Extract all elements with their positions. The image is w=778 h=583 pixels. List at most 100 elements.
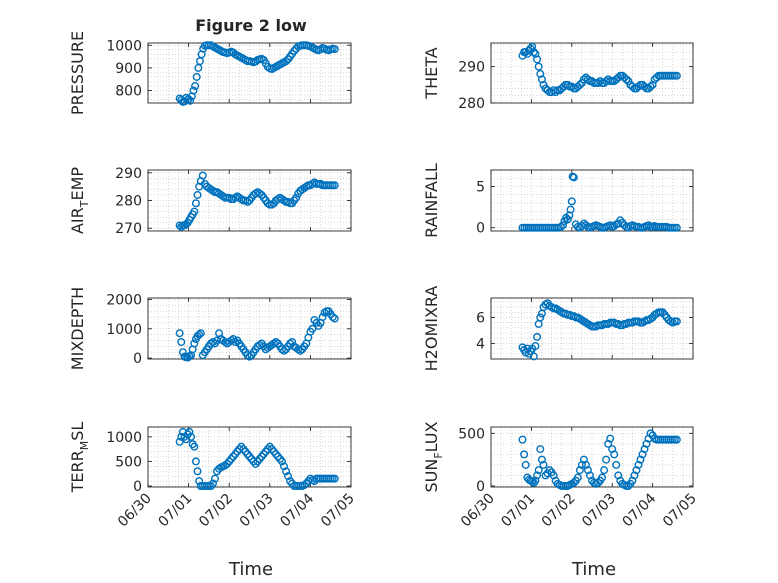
y-tick-label: 0 xyxy=(476,221,485,237)
y-tick-label: 270 xyxy=(115,221,142,237)
data-point xyxy=(186,96,195,105)
y-tick-label: 290 xyxy=(458,60,485,76)
data-point xyxy=(277,345,286,354)
data-point xyxy=(598,473,607,482)
data-point xyxy=(610,450,619,459)
x-tick-label: 07/04 xyxy=(277,490,317,530)
y-tick-label: 290 xyxy=(115,166,142,182)
data-point xyxy=(187,432,196,441)
axes-box xyxy=(147,42,352,104)
data-point xyxy=(277,457,286,466)
data-point xyxy=(534,62,543,71)
y-axis-label: SUNFLUX xyxy=(422,421,445,492)
data-point xyxy=(308,324,317,333)
y-tick-label: 800 xyxy=(115,84,142,100)
data-point xyxy=(567,197,576,206)
data-point xyxy=(282,57,291,66)
data-point xyxy=(569,478,578,487)
data-point xyxy=(330,181,339,190)
x-axis-label-right: Time xyxy=(571,559,616,580)
data-point xyxy=(196,329,205,338)
y-axis-label: RAINFALL xyxy=(422,163,441,238)
axes-box xyxy=(490,297,694,360)
data-point xyxy=(195,330,204,339)
data-point xyxy=(606,434,615,443)
x-tick-label: 06/30 xyxy=(115,491,155,531)
y-axis-label: THETA xyxy=(422,47,441,99)
data-point xyxy=(292,193,301,202)
axes-box xyxy=(147,426,352,488)
y-tick-label: 5 xyxy=(476,179,485,195)
data-point xyxy=(191,199,200,208)
panel-6: 4 6 H2OMIXRA xyxy=(422,286,694,371)
data-point xyxy=(672,223,681,232)
data-point xyxy=(288,337,297,346)
panel-2: 280 290 THETA xyxy=(422,42,694,112)
data-point xyxy=(189,86,198,95)
y-axis-label: AIRTEMP xyxy=(68,167,91,234)
data-point xyxy=(594,478,603,487)
x-tick-label: 07/03 xyxy=(237,491,277,531)
data-point xyxy=(192,72,201,81)
data-point xyxy=(646,429,655,438)
data-point xyxy=(533,55,542,64)
x-tick-label: 07/05 xyxy=(660,491,700,531)
data-point xyxy=(531,342,540,351)
data-point xyxy=(243,351,252,360)
data-point xyxy=(193,190,202,199)
data-point xyxy=(672,435,681,444)
data-point xyxy=(602,455,611,464)
y-tick-label: 1000 xyxy=(106,322,142,338)
panel-3: 270 280 290 AIRTEMP xyxy=(68,166,352,237)
y-tick-label: 500 xyxy=(115,454,142,470)
y-tick-label: 0 xyxy=(133,479,142,495)
y-tick-label: 280 xyxy=(458,96,485,112)
data-point xyxy=(610,222,619,231)
data-point xyxy=(280,462,289,471)
x-tick-label: 07/05 xyxy=(318,491,358,531)
data-point xyxy=(622,75,631,84)
data-point xyxy=(556,222,565,231)
data-point xyxy=(531,49,540,58)
data-point xyxy=(646,82,655,91)
data-point xyxy=(206,339,215,348)
y-tick-label: 4 xyxy=(476,336,485,352)
data-point xyxy=(208,337,217,346)
axes-box xyxy=(490,426,694,488)
y-axis-label: TERRMSL xyxy=(68,422,91,494)
x-tick-label: 07/01 xyxy=(498,491,538,531)
data-point xyxy=(612,460,621,469)
x-tick-label: 07/02 xyxy=(196,491,236,531)
x-tick-label: 07/02 xyxy=(539,491,579,531)
data-point xyxy=(520,450,529,459)
y-tick-label: 1000 xyxy=(106,430,142,446)
data-point xyxy=(280,346,289,355)
axes-box xyxy=(490,42,694,104)
y-tick-label: 900 xyxy=(115,61,142,77)
panel-5: 0 1000 2000 MIXDEPTH xyxy=(68,287,352,370)
data-point xyxy=(536,313,545,322)
y-tick-label: 2000 xyxy=(106,292,142,308)
data-point xyxy=(198,171,207,180)
data-point xyxy=(583,75,592,84)
y-axis-label: PRESSURE xyxy=(68,31,87,115)
data-point xyxy=(545,466,554,475)
data-point xyxy=(177,337,186,346)
figure-title: Figure 2 low xyxy=(195,16,307,35)
data-point xyxy=(175,437,184,446)
data-point xyxy=(528,42,537,51)
data-point xyxy=(541,471,550,480)
y-tick-label: 0 xyxy=(476,479,485,495)
data-point xyxy=(191,457,200,466)
data-point xyxy=(529,48,538,57)
panel-7: 0 500 1000 06/30 07/01 07/02 07/03 07/04 07/05 TE… xyxy=(68,422,358,531)
data-point xyxy=(551,88,560,97)
data-point xyxy=(269,339,278,348)
data-point xyxy=(531,476,540,485)
data-point xyxy=(255,340,264,349)
data-point xyxy=(533,332,542,341)
data-point xyxy=(231,337,240,346)
data-point xyxy=(330,45,339,54)
data-point xyxy=(536,69,545,78)
